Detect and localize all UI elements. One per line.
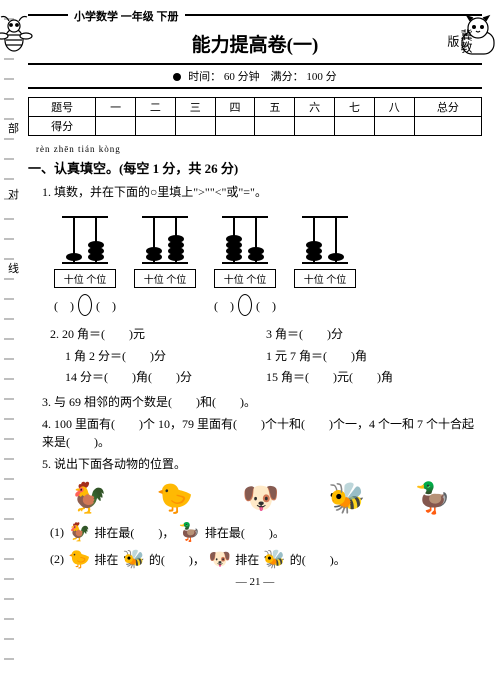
score-cell[interactable] <box>96 117 136 136</box>
sub-text: 排在 <box>94 551 118 568</box>
score-col: 四 <box>215 98 255 117</box>
q2-line: 3 角＝( )分 <box>266 324 482 346</box>
q5-sub1: (1) 🐓 排在最( )， 🦆 排在最( )。 <box>50 522 482 543</box>
score-cell[interactable] <box>136 117 176 136</box>
abacus-1: 十位 个位 <box>54 211 116 288</box>
score-cell[interactable] <box>255 117 295 136</box>
abacus-icon <box>218 211 272 267</box>
header-subject: 小学数学 一年级 下册 <box>68 8 185 24</box>
score-cell[interactable] <box>215 117 255 136</box>
q2-line: 1 元 7 角＝( )角 <box>266 346 482 368</box>
score-col: 三 <box>175 98 215 117</box>
dog-icon: 🐶 <box>209 549 231 570</box>
rooster-icon: 🐓 <box>70 481 107 516</box>
score-col: 总分 <box>414 98 481 117</box>
score-col: 二 <box>136 98 176 117</box>
duck-icon: 🦆 <box>414 481 451 516</box>
q5-sub2: (2) 🐤 排在 🐝 的( )， 🐶 排在 🐝 的( )。 <box>50 549 482 570</box>
abacus-2: 十位 个位 <box>134 211 196 288</box>
abacus-label: 十位 个位 <box>294 269 356 288</box>
section-heading: 一、认真填空。(每空 1 分，共 26 分) <box>28 158 482 177</box>
q2-line: 14 分＝( )角( )分 <box>50 367 266 389</box>
exam-info: 时间： 60 分钟 满分： 100 分 <box>28 63 482 89</box>
title-row: 能力提高卷(一) 冀教版 <box>28 30 482 57</box>
chick-icon: 🐤 <box>68 549 90 570</box>
page-title: 能力提高卷(一) <box>192 30 319 57</box>
score-col: 一 <box>96 98 136 117</box>
score-cell[interactable] <box>414 117 481 136</box>
bee-icon: 🐝 <box>122 549 144 570</box>
sub-text: 排在 <box>235 551 259 568</box>
question-5: 5. 说出下面各动物的位置。 <box>42 455 482 473</box>
page-number: — 21 — <box>28 576 482 588</box>
abacus-icon <box>298 211 352 267</box>
score-header: 题号 <box>29 98 96 117</box>
q2-line: 15 角＝( )元( )角 <box>266 367 482 389</box>
bee-icon: 🐝 <box>263 549 285 570</box>
pinyin-hint: rèn zhēn tián kòng <box>36 144 482 154</box>
abacus-label: 十位 个位 <box>214 269 276 288</box>
bee-icon: 🐝 <box>328 481 365 516</box>
question-4: 4. 100 里面有( )个 10，79 里面有( )个十和( )个一，4 个一… <box>42 415 482 451</box>
fill-slot[interactable]: ( )( ) <box>54 294 116 316</box>
sub-text: 的( )。 <box>290 551 346 568</box>
abacus-icon <box>58 211 112 267</box>
fill-slot[interactable]: ( )( ) <box>214 294 276 316</box>
page-content: 小学数学 一年级 下册 能力提高卷(一) 冀教版 时间： 60 分钟 满分： 1… <box>0 0 500 588</box>
clock-icon <box>173 73 181 81</box>
abacus-4: 十位 个位 <box>294 211 356 288</box>
animals-row: 🐓 🐤 🐶 🐝 🦆 <box>46 481 476 516</box>
score-col: 八 <box>374 98 414 117</box>
question-1: 1. 填数，并在下面的○里填上">""<"或"="。 <box>42 183 482 201</box>
rooster-icon: 🐓 <box>68 522 90 543</box>
header-rule: 小学数学 一年级 下册 <box>28 14 482 16</box>
question-2: 2. 20 角＝( )元 3 角＝( )分 1 角 2 分＝( )分 1 元 7… <box>50 324 482 389</box>
table-row: 题号 一 二 三 四 五 六 七 八 总分 <box>29 98 482 117</box>
abacus-icon <box>138 211 192 267</box>
abacus-label: 十位 个位 <box>54 269 116 288</box>
edition-badge: 冀教版 <box>446 24 472 57</box>
sub-text: 排在最( )， <box>94 524 174 541</box>
dog-icon: 🐶 <box>242 481 279 516</box>
time-label: 时间： <box>188 71 221 83</box>
score-cell[interactable] <box>374 117 414 136</box>
abacus-3: 十位 个位 <box>214 211 276 288</box>
score-cell[interactable] <box>175 117 215 136</box>
score-table: 题号 一 二 三 四 五 六 七 八 总分 得分 <box>28 97 482 136</box>
score-cell[interactable] <box>295 117 335 136</box>
q2-line: 1 角 2 分＝( )分 <box>50 346 266 368</box>
question-3: 3. 与 69 相邻的两个数是( )和( )。 <box>42 393 482 411</box>
abacus-label: 十位 个位 <box>134 269 196 288</box>
score-col: 六 <box>295 98 335 117</box>
sub-num: (1) <box>50 525 64 540</box>
abacus-row: 十位 个位 十位 个位 十位 个位 <box>54 211 482 288</box>
chick-icon: 🐤 <box>156 481 193 516</box>
score-cell[interactable] <box>335 117 375 136</box>
sub-num: (2) <box>50 552 64 567</box>
time-value: 60 分钟 <box>224 71 260 83</box>
score-row-head: 得分 <box>29 117 96 136</box>
score-col: 七 <box>335 98 375 117</box>
sub-text: 排在最( )。 <box>205 524 285 541</box>
compare-circle-row: ( )( ) . ( )( ) . <box>54 294 482 316</box>
full-label: 满分： <box>271 71 304 83</box>
duck-icon: 🦆 <box>178 522 200 543</box>
q2-line: 2. 20 角＝( )元 <box>50 324 266 346</box>
score-col: 五 <box>255 98 295 117</box>
full-value: 100 分 <box>306 71 336 83</box>
table-row: 得分 <box>29 117 482 136</box>
sub-text: 的( )， <box>149 551 205 568</box>
